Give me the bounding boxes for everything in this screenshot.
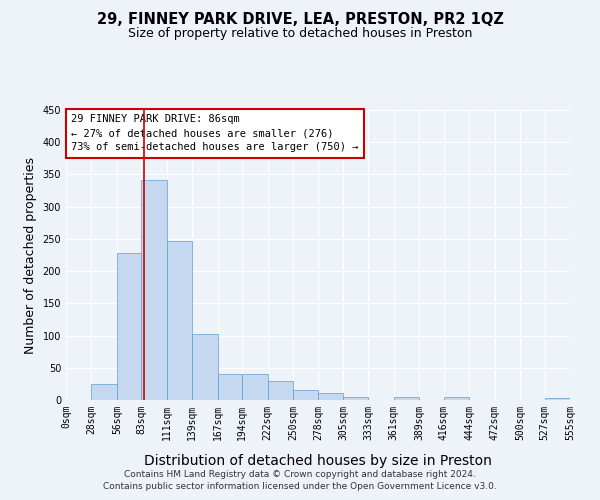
Bar: [91, 384, 117, 400]
Bar: [545, 398, 570, 400]
Bar: [293, 390, 319, 400]
Text: Contains public sector information licensed under the Open Government Licence v3: Contains public sector information licen…: [103, 482, 497, 491]
Bar: [394, 398, 419, 400]
Bar: [268, 380, 293, 400]
X-axis label: Distribution of detached houses by size in Preston: Distribution of detached houses by size …: [144, 454, 492, 468]
Bar: [319, 393, 343, 400]
Bar: [242, 374, 268, 400]
Y-axis label: Number of detached properties: Number of detached properties: [24, 156, 37, 354]
Bar: [444, 398, 469, 400]
Text: Size of property relative to detached houses in Preston: Size of property relative to detached ho…: [128, 28, 472, 40]
Bar: [117, 253, 142, 400]
Bar: [218, 374, 242, 400]
Bar: [142, 180, 167, 400]
Text: 29 FINNEY PARK DRIVE: 86sqm
← 27% of detached houses are smaller (276)
73% of se: 29 FINNEY PARK DRIVE: 86sqm ← 27% of det…: [71, 114, 359, 152]
Bar: [192, 334, 218, 400]
Bar: [343, 397, 368, 400]
Text: 29, FINNEY PARK DRIVE, LEA, PRESTON, PR2 1QZ: 29, FINNEY PARK DRIVE, LEA, PRESTON, PR2…: [97, 12, 503, 28]
Text: Contains HM Land Registry data © Crown copyright and database right 2024.: Contains HM Land Registry data © Crown c…: [124, 470, 476, 479]
Bar: [167, 241, 192, 400]
